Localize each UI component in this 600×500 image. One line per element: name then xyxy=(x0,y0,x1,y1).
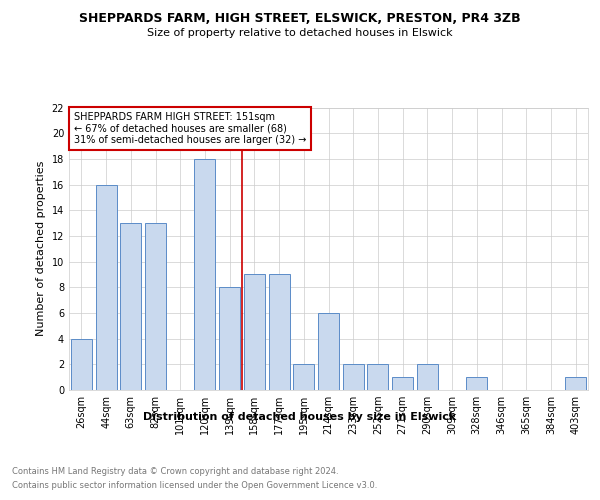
Text: SHEPPARDS FARM, HIGH STREET, ELSWICK, PRESTON, PR4 3ZB: SHEPPARDS FARM, HIGH STREET, ELSWICK, PR… xyxy=(79,12,521,26)
Bar xyxy=(367,364,388,390)
Bar xyxy=(120,223,141,390)
Bar xyxy=(293,364,314,390)
Bar xyxy=(565,377,586,390)
Text: Contains HM Land Registry data © Crown copyright and database right 2024.: Contains HM Land Registry data © Crown c… xyxy=(12,468,338,476)
Bar xyxy=(318,313,339,390)
Bar xyxy=(269,274,290,390)
Bar xyxy=(194,159,215,390)
Bar xyxy=(145,223,166,390)
Bar xyxy=(71,338,92,390)
Bar xyxy=(392,377,413,390)
Text: Distribution of detached houses by size in Elswick: Distribution of detached houses by size … xyxy=(143,412,457,422)
Text: Contains public sector information licensed under the Open Government Licence v3: Contains public sector information licen… xyxy=(12,481,377,490)
Bar xyxy=(343,364,364,390)
Bar xyxy=(466,377,487,390)
Bar xyxy=(417,364,438,390)
Bar xyxy=(244,274,265,390)
Text: SHEPPARDS FARM HIGH STREET: 151sqm
← 67% of detached houses are smaller (68)
31%: SHEPPARDS FARM HIGH STREET: 151sqm ← 67%… xyxy=(74,112,307,145)
Y-axis label: Number of detached properties: Number of detached properties xyxy=(36,161,46,336)
Bar xyxy=(219,288,240,390)
Text: Size of property relative to detached houses in Elswick: Size of property relative to detached ho… xyxy=(147,28,453,38)
Bar xyxy=(95,184,116,390)
